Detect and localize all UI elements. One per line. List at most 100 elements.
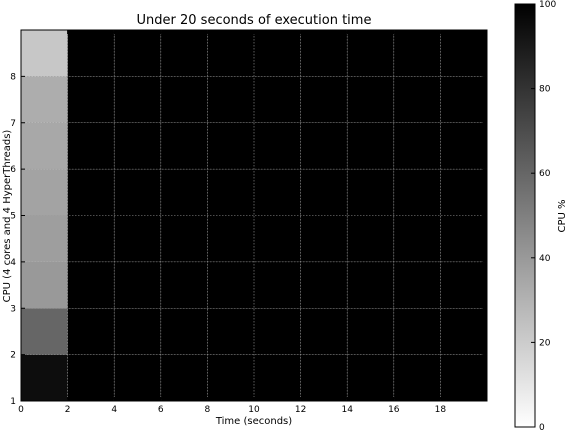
x-tick-label-10: 10 <box>248 405 260 415</box>
y-tick-label-2: 2 <box>10 351 16 361</box>
y-tick-label-7: 7 <box>10 119 16 129</box>
heatmap-cell-cpu1-t18 <box>440 354 487 401</box>
heatmap-cell-cpu8-t18 <box>440 30 487 77</box>
colorbar <box>514 3 536 428</box>
y-axis-label: CPU (4 cores and 4 HyperThreads) <box>2 130 13 303</box>
heatmap-cell-cpu4-t14 <box>347 215 394 262</box>
heatmap-cell-cpu1-t8 <box>207 354 254 401</box>
heatmap-cell-cpu6-t2 <box>67 122 115 170</box>
heatmap-cell-cpu3-t4 <box>114 261 161 309</box>
heatmap-cell-cpu7-t2 <box>67 76 115 123</box>
heatmap-cell-cpu1-t16 <box>393 354 441 401</box>
heatmap-cell-cpu7-t0 <box>21 76 68 123</box>
grid-lines <box>21 30 487 401</box>
heatmap-cell-cpu7-t18 <box>440 76 487 123</box>
colorbar-tick-label-100: 100 <box>539 0 556 10</box>
x-tick-label-14: 14 <box>341 405 353 415</box>
heatmap-cell-cpu6-t4 <box>114 122 161 170</box>
heatmap-cell-cpu2-t14 <box>347 308 394 355</box>
heatmap-cell-cpu2-t12 <box>300 308 348 355</box>
heatmap-cell-cpu6-t10 <box>254 122 301 170</box>
heatmap-cell-cpu4-t18 <box>440 215 487 262</box>
heatmap-cell-cpu3-t14 <box>347 261 394 309</box>
heatmap-cell-cpu5-t14 <box>347 169 394 216</box>
heatmap-cell-cpu4-t0 <box>21 215 68 262</box>
heatmap-cell-cpu8-t14 <box>347 30 394 77</box>
heatmap-cell-cpu8-t12 <box>300 30 348 77</box>
heatmap-cell-cpu6-t16 <box>393 122 441 170</box>
heatmap-cell-cpu2-t4 <box>114 308 161 355</box>
heatmap-cell-cpu6-t18 <box>440 122 487 170</box>
heatmap-cell-cpu4-t2 <box>67 215 115 262</box>
heatmap-cell-cpu2-t10 <box>254 308 301 355</box>
heatmap-cell-cpu7-t4 <box>114 76 161 123</box>
heatmap-cell-cpu4-t16 <box>393 215 441 262</box>
heatmap-cell-cpu2-t16 <box>393 308 441 355</box>
heatmap-cell-cpu4-t6 <box>160 215 208 262</box>
heatmap-cell-cpu1-t2 <box>67 354 115 401</box>
heatmap-cell-cpu5-t6 <box>160 169 208 216</box>
x-tick-label-0: 0 <box>18 405 24 415</box>
heatmap-cell-cpu6-t0 <box>21 122 68 170</box>
heatmap-cell-cpu5-t8 <box>207 169 254 216</box>
x-tick-label-6: 6 <box>158 405 164 415</box>
heatmap-cell-cpu1-t6 <box>160 354 208 401</box>
heatmap-cell-cpu3-t10 <box>254 261 301 309</box>
heatmap-cell-cpu2-t2 <box>67 308 115 355</box>
colorbar-tick-label-40: 40 <box>539 254 551 264</box>
heatmap-cell-cpu1-t14 <box>347 354 394 401</box>
heatmap-cell-cpu3-t16 <box>393 261 441 309</box>
heatmap-cell-cpu1-t0 <box>21 354 68 401</box>
heatmap-cell-cpu6-t14 <box>347 122 394 170</box>
heatmap-cell-cpu2-t0 <box>21 308 68 355</box>
x-tick-label-8: 8 <box>205 405 211 415</box>
colorbar-tick-label-60: 60 <box>539 169 551 179</box>
y-tick-label-8: 8 <box>10 72 16 82</box>
colorbar-ticks: 0 20 40 60 80 100 <box>531 0 556 431</box>
y-tick-label-4: 4 <box>10 258 16 268</box>
heatmap-cell-cpu3-t12 <box>300 261 348 309</box>
colorbar-tick-label-80: 80 <box>539 85 551 95</box>
x-axis-label: Time (seconds) <box>215 416 292 427</box>
heatmap-cell-cpu8-t0 <box>21 30 68 77</box>
x-tick-label-2: 2 <box>65 405 71 415</box>
heatmap-cell-cpu8-t10 <box>254 30 301 77</box>
heatmap-cell-cpu6-t8 <box>207 122 254 170</box>
heatmap-cell-cpu3-t8 <box>207 261 254 309</box>
heatmap-cell-cpu7-t12 <box>300 76 348 123</box>
heatmap-cell-cpu7-t10 <box>254 76 301 123</box>
heatmap-cell-cpu4-t4 <box>114 215 161 262</box>
heatmap-cell-cpu5-t4 <box>114 169 161 216</box>
heatmap-cell-cpu5-t10 <box>254 169 301 216</box>
heatmap-cell-cpu7-t8 <box>207 76 254 123</box>
heatmap-cell-cpu2-t18 <box>440 308 487 355</box>
heatmap-cell-cpu7-t6 <box>160 76 208 123</box>
colorbar-tick-label-20: 20 <box>539 338 551 348</box>
y-axis-ticks: 1 2 3 4 5 6 7 8 <box>10 72 487 407</box>
heatmap-cell-cpu3-t2 <box>67 261 115 309</box>
heatmap-cell-cpu3-t6 <box>160 261 208 309</box>
heatmap-cell-cpu8-t8 <box>207 30 254 77</box>
heatmap-cell-cpu5-t18 <box>440 169 487 216</box>
heatmap-cell-cpu4-t8 <box>207 215 254 262</box>
heatmap-cell-cpu2-t8 <box>207 308 254 355</box>
heatmap-cell-cpu2-t6 <box>160 308 208 355</box>
heatmap-cell-cpu1-t4 <box>114 354 161 401</box>
heatmap-cell-cpu1-t10 <box>254 354 301 401</box>
heatmap-cell-cpu4-t10 <box>254 215 301 262</box>
heatmap-cell-cpu3-t18 <box>440 261 487 309</box>
heatmap-cell-cpu8-t2 <box>67 30 115 77</box>
chart-title: Under 20 seconds of execution time <box>137 13 372 28</box>
x-tick-label-18: 18 <box>435 405 447 415</box>
heatmap-cell-cpu1-t12 <box>300 354 348 401</box>
heatmap-cells <box>21 30 487 401</box>
heatmap-cell-cpu8-t16 <box>393 30 441 77</box>
y-tick-label-1: 1 <box>10 397 16 407</box>
colorbar-label: CPU % <box>557 199 566 232</box>
heatmap-cell-cpu7-t16 <box>393 76 441 123</box>
heatmap-cell-cpu3-t0 <box>21 261 68 309</box>
heatmap-cell-cpu6-t6 <box>160 122 208 170</box>
x-tick-label-16: 16 <box>388 405 400 415</box>
heatmap-cell-cpu7-t14 <box>347 76 394 123</box>
